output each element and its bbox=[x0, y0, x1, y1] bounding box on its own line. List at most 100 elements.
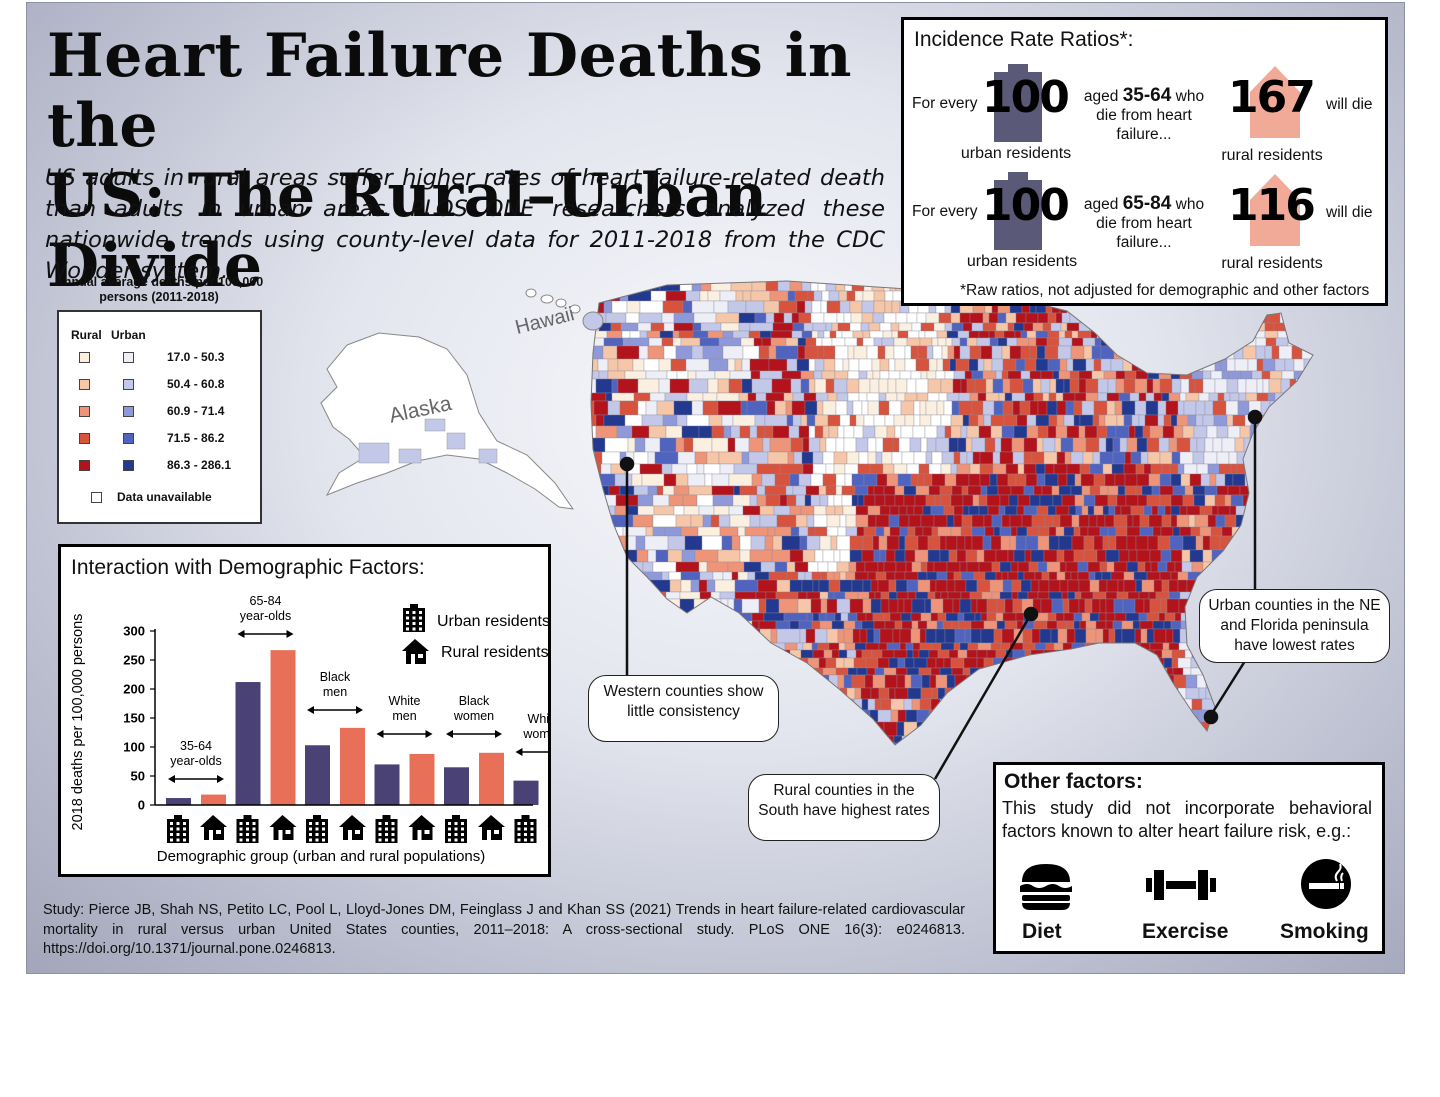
demographic-chart-panel: Interaction with Demographic Factors: 20… bbox=[58, 544, 551, 877]
for-every-label: For every bbox=[912, 95, 978, 112]
rural-house-icon bbox=[408, 815, 436, 840]
y-tick-label: 100 bbox=[123, 740, 145, 755]
urban-count: 100 bbox=[982, 72, 1070, 123]
title-line-1: Heart Failure Deaths in the bbox=[47, 21, 853, 161]
y-ticks: 0 50 100 150 200 250 300 bbox=[123, 624, 155, 813]
urban-building-icon bbox=[306, 815, 328, 843]
category-label: Black bbox=[320, 670, 351, 684]
other-factors-panel: Other factors: This study did not incorp… bbox=[993, 762, 1385, 954]
urban-swatch bbox=[123, 460, 134, 471]
urban-building-icon bbox=[994, 64, 1042, 142]
unavailable-label: Data unavailable bbox=[117, 490, 212, 504]
rural-swatch bbox=[79, 406, 90, 417]
hawaii-label: Hawaii bbox=[513, 303, 577, 339]
will-die-label: will die bbox=[1326, 96, 1373, 113]
urban-swatch bbox=[123, 352, 134, 363]
y-tick-label: 300 bbox=[123, 624, 145, 639]
urban-building-icon bbox=[514, 815, 537, 843]
category-label: women bbox=[453, 709, 494, 723]
rural-count: 167 bbox=[1228, 72, 1316, 123]
rural-house-icon bbox=[547, 826, 548, 827]
other-factors-text: This study did not incorporate behaviora… bbox=[1002, 798, 1372, 841]
rural-residents-label: rural residents bbox=[1221, 147, 1323, 164]
category-label: White bbox=[389, 694, 421, 708]
rural-swatch bbox=[79, 352, 90, 363]
legend-urban-header: Urban bbox=[111, 328, 146, 342]
group-span-arrow bbox=[376, 730, 433, 738]
urban-swatch bbox=[123, 433, 134, 444]
x-axis-label: Demographic group (urban and rural popul… bbox=[157, 848, 486, 865]
category-label: year-olds bbox=[240, 609, 291, 623]
bars bbox=[166, 650, 539, 805]
page-title: Heart Failure Deaths in the US: The Rura… bbox=[47, 21, 907, 301]
chart-legend: Urban residents Rural residents bbox=[402, 604, 548, 664]
legend-range-label: 17.0 - 50.3 bbox=[167, 350, 225, 364]
bar bbox=[479, 752, 504, 805]
citation: Study: Pierce JB, Shah NS, Petito LC, Po… bbox=[43, 902, 965, 957]
title-line-2: US: The Rural–Urban Divide bbox=[47, 161, 768, 301]
y-tick-label: 150 bbox=[123, 711, 145, 726]
bar bbox=[235, 682, 261, 805]
infographic-poster: Hawaii Alaska Heart Failure Deaths in th… bbox=[26, 2, 1405, 974]
rural-count: 116 bbox=[1228, 180, 1316, 231]
urban-building-icon bbox=[445, 815, 467, 843]
urban-building-icon bbox=[167, 815, 189, 843]
urban-count: 100 bbox=[982, 180, 1070, 231]
subtitle: US adults in rural areas suffer higher r… bbox=[45, 165, 885, 284]
bar bbox=[374, 764, 400, 805]
rural-house-icon bbox=[339, 815, 366, 840]
category-label: 35-64 bbox=[180, 739, 212, 753]
legend-range-label: 50.4 - 60.8 bbox=[167, 377, 225, 391]
group-span-arrow bbox=[168, 775, 224, 783]
urban-swatch bbox=[123, 406, 134, 417]
bar bbox=[166, 798, 191, 805]
legend-title: Annual average deaths per 100,000 person… bbox=[54, 275, 264, 304]
alaska-shape bbox=[320, 332, 575, 510]
callout-northeast: Urban counties in the NE and Florida pen… bbox=[1199, 589, 1390, 663]
urban-swatch bbox=[123, 379, 134, 390]
rural-swatch bbox=[79, 379, 90, 390]
smoking-label: Smoking bbox=[1280, 920, 1369, 943]
legend-range-label: 86.3 - 286.1 bbox=[167, 458, 232, 472]
bar bbox=[513, 780, 539, 805]
group-span-arrow bbox=[237, 630, 294, 638]
y-tick-label: 250 bbox=[123, 653, 145, 668]
category-label: Black bbox=[459, 694, 490, 708]
for-every-label: For every bbox=[912, 203, 978, 220]
group-span-arrow bbox=[446, 730, 502, 738]
legend-range-label: 60.9 - 71.4 bbox=[167, 404, 225, 418]
incidence-title: Incidence Rate Ratios*: bbox=[914, 28, 1134, 51]
dumbbell-icon bbox=[1146, 870, 1216, 900]
urban-residents-label: urban residents bbox=[966, 253, 1078, 270]
bar bbox=[305, 745, 330, 805]
callout-south: Rural counties in the South have highest… bbox=[748, 774, 940, 841]
category-label: year-olds bbox=[170, 754, 221, 768]
age-description: aged 35-64 who die from heart failure... bbox=[1083, 85, 1205, 143]
rural-swatch bbox=[79, 460, 90, 471]
category-labels: 35-64year-olds65-84year-oldsBlackmenWhit… bbox=[168, 594, 548, 783]
group-span-arrow bbox=[515, 748, 548, 756]
rural-house-icon bbox=[478, 815, 505, 840]
bar bbox=[340, 727, 365, 805]
exercise-label: Exercise bbox=[1142, 920, 1229, 943]
category-label: men bbox=[392, 709, 416, 723]
other-factors-title: Other factors: bbox=[1004, 770, 1143, 793]
cigarette-icon bbox=[1301, 859, 1351, 909]
urban-building-icon bbox=[375, 815, 398, 843]
rural-house-icon bbox=[269, 815, 297, 840]
callout-western: Western counties show little consistency bbox=[588, 675, 779, 742]
chart-title: Interaction with Demographic Factors: bbox=[71, 556, 425, 579]
rural-house-icon bbox=[200, 815, 227, 840]
will-die-label: will die bbox=[1326, 204, 1373, 221]
rural-residents-label: rural residents bbox=[1221, 255, 1323, 272]
rural-house-icon bbox=[402, 639, 429, 664]
ratio-footnote: *Raw ratios, not adjusted for demographi… bbox=[960, 282, 1370, 299]
chart-legend-label: Urban residents bbox=[437, 613, 548, 630]
age-description: aged 65-84 who die from heart failure... bbox=[1083, 193, 1205, 251]
group-icon-row bbox=[167, 815, 548, 843]
rural-house-icon bbox=[1250, 174, 1300, 246]
urban-building-icon bbox=[403, 604, 425, 632]
category-label: women bbox=[522, 727, 548, 741]
group-span-arrow bbox=[307, 706, 363, 714]
urban-residents-label: urban residents bbox=[960, 145, 1072, 162]
